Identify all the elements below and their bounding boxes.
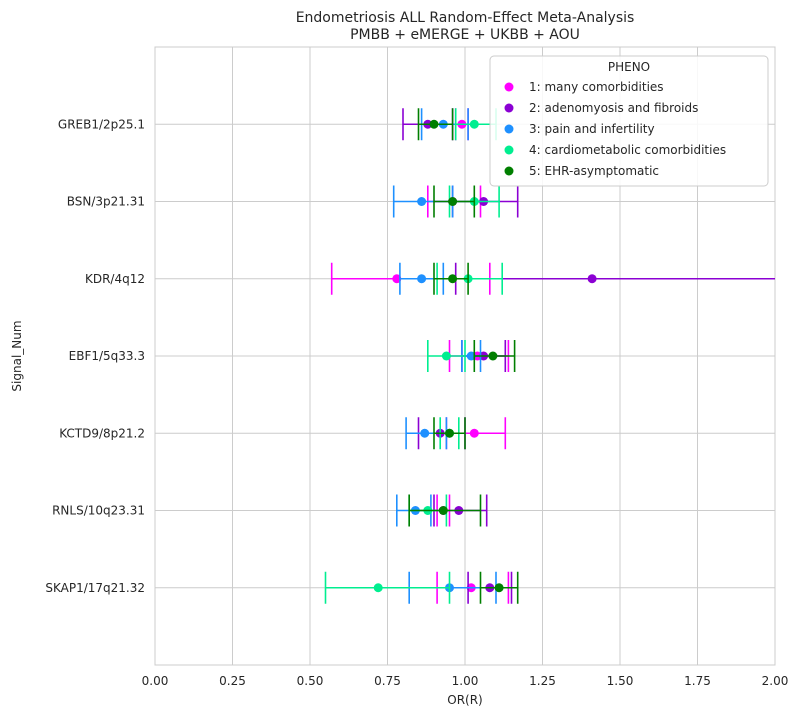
y-tick-label: GREB1/2p25.1 bbox=[58, 117, 145, 131]
or-point bbox=[438, 506, 448, 515]
x-axis-label: OR(R) bbox=[447, 693, 482, 707]
y-axis-label: Signal_Num bbox=[10, 320, 24, 391]
or-point bbox=[488, 351, 498, 361]
x-tick-label: 0.50 bbox=[297, 674, 324, 688]
or-point bbox=[445, 428, 454, 438]
or-point bbox=[469, 428, 479, 438]
or-point bbox=[469, 119, 479, 129]
or-point bbox=[494, 583, 504, 593]
legend-entry: 2: adenomyosis and fibroids bbox=[529, 101, 698, 115]
y-tick-label: EBF1/5q33.3 bbox=[69, 349, 145, 363]
y-tick-label: KCTD9/8p21.2 bbox=[59, 426, 145, 440]
x-tick-label: 0.25 bbox=[219, 674, 246, 688]
x-tick-label: 1.25 bbox=[529, 674, 556, 688]
or-point bbox=[417, 274, 427, 284]
legend-entry: 3: pain and infertility bbox=[529, 122, 655, 136]
y-tick-label: BSN/3p21.31 bbox=[67, 195, 145, 209]
or-point bbox=[420, 428, 430, 438]
x-tick-label: 2.00 bbox=[762, 674, 789, 688]
or-point bbox=[441, 351, 451, 361]
legend-marker bbox=[504, 82, 514, 92]
or-point bbox=[448, 274, 458, 284]
legend-entry: 1: many comorbidities bbox=[529, 80, 664, 94]
or-point bbox=[373, 583, 383, 593]
legend-title: PHENO bbox=[608, 60, 650, 74]
or-point bbox=[466, 351, 476, 361]
or-point bbox=[587, 274, 597, 284]
legend-marker bbox=[504, 124, 514, 134]
plot-frame bbox=[154, 46, 776, 666]
x-tick-label: 1.75 bbox=[684, 674, 711, 688]
y-tick-label: RNLS/10q23.31 bbox=[52, 504, 145, 518]
y-tick-label: SKAP1/17q21.32 bbox=[45, 581, 145, 595]
or-point bbox=[429, 119, 439, 129]
x-tick-label: 0.75 bbox=[374, 674, 401, 688]
or-point bbox=[392, 274, 402, 284]
legend-marker bbox=[504, 166, 514, 176]
x-tick-label: 1.00 bbox=[452, 674, 479, 688]
or-point bbox=[448, 197, 458, 206]
chart-subtitle: PMBB + eMERGE + UKBB + AOU bbox=[350, 27, 580, 43]
legend-marker bbox=[504, 103, 514, 113]
x-tick-label: 0.00 bbox=[142, 674, 169, 688]
plot-area: 0.00 0.25 0.50 0.75 1.00 1.25 1.50 1.75 2.00 GREB… bbox=[45, 46, 789, 688]
series-layer bbox=[324, 108, 775, 604]
legend: PHENO 1: many comorbidities 2: adenomyosis… bbox=[489, 55, 769, 187]
or-point bbox=[417, 197, 427, 206]
legend-marker bbox=[504, 145, 514, 155]
legend-entry: 5: EHR-asymptomatic bbox=[529, 164, 659, 178]
x-tick-label: 1.50 bbox=[607, 674, 634, 688]
legend-entry: 4: cardiometabolic comorbidities bbox=[529, 143, 726, 157]
y-tick-label: KDR/4q12 bbox=[85, 272, 145, 286]
legend-box bbox=[489, 55, 769, 187]
chart-title: Endometriosis ALL Random-Effect Meta-Ana… bbox=[296, 10, 635, 26]
